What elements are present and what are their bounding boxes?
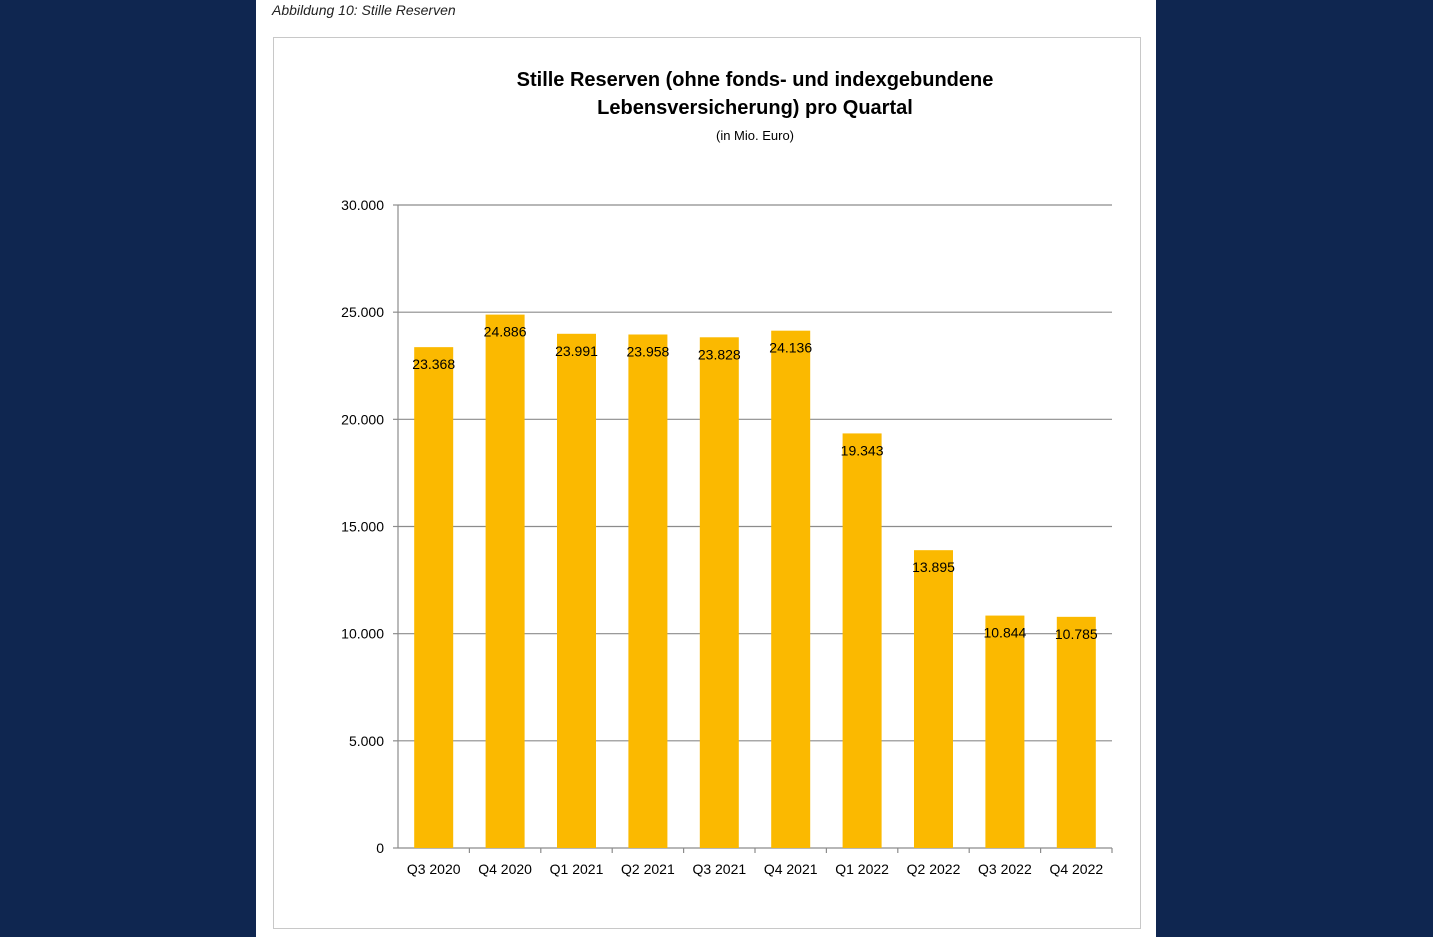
data-label: 10.844 [983, 625, 1026, 641]
data-label: 24.136 [769, 340, 812, 356]
x-tick-label: Q4 2022 [1049, 861, 1103, 877]
y-tick-label: 15.000 [341, 519, 384, 535]
data-label: 23.991 [555, 343, 598, 359]
chart-subtitle: (in Mio. Euro) [715, 128, 795, 143]
bar [557, 333, 596, 848]
data-label: 10.785 [1055, 626, 1098, 642]
bar [985, 615, 1025, 848]
x-tick-label: Q1 2022 [835, 861, 889, 877]
x-tick-label: Q3 2021 [692, 861, 746, 877]
y-tick-label: 30.000 [341, 197, 384, 213]
data-label: 23.828 [698, 346, 741, 362]
bar [771, 330, 811, 848]
x-tick-label: Q4 2020 [478, 861, 532, 877]
figure-caption: Abbildung 10: Stille Reserven [272, 2, 456, 18]
data-label: 23.958 [626, 344, 669, 360]
bar-chart: 0 5.000 10.000 15.000 20.000 25.000 30.000 Q3 2… [341, 197, 1113, 877]
chart-frame: Stille Reserven (ohne fonds- und indexge… [273, 37, 1141, 929]
bar [914, 550, 953, 848]
y-tick-label: 10.000 [341, 626, 384, 642]
document-page: Abbildung 10: Stille Reserven Stille Res… [256, 0, 1156, 937]
y-tick-label: 20.000 [341, 411, 384, 427]
x-tick-label: Q3 2022 [978, 861, 1032, 877]
x-tick-label: Q1 2021 [550, 861, 604, 877]
data-label: 23.368 [412, 356, 455, 372]
bar [485, 314, 525, 848]
data-label: 24.886 [484, 324, 527, 340]
bar [414, 347, 454, 848]
y-tick-label: 0 [376, 840, 384, 856]
data-label: 13.895 [912, 559, 955, 575]
y-tick-label: 25.000 [341, 304, 384, 320]
data-label: 19.343 [841, 442, 884, 458]
x-tick-label: Q2 2022 [907, 861, 961, 877]
x-tick-label: Q2 2021 [621, 861, 675, 877]
y-tick-label: 5.000 [349, 733, 384, 749]
bar [628, 334, 668, 848]
x-tick-label: Q4 2021 [764, 861, 818, 877]
chart-title: Stille Reserven (ohne fonds- und indexge… [516, 69, 994, 119]
bar [1056, 616, 1096, 848]
bar [842, 433, 882, 848]
bar [699, 337, 739, 848]
x-tick-label: Q3 2020 [407, 861, 461, 877]
